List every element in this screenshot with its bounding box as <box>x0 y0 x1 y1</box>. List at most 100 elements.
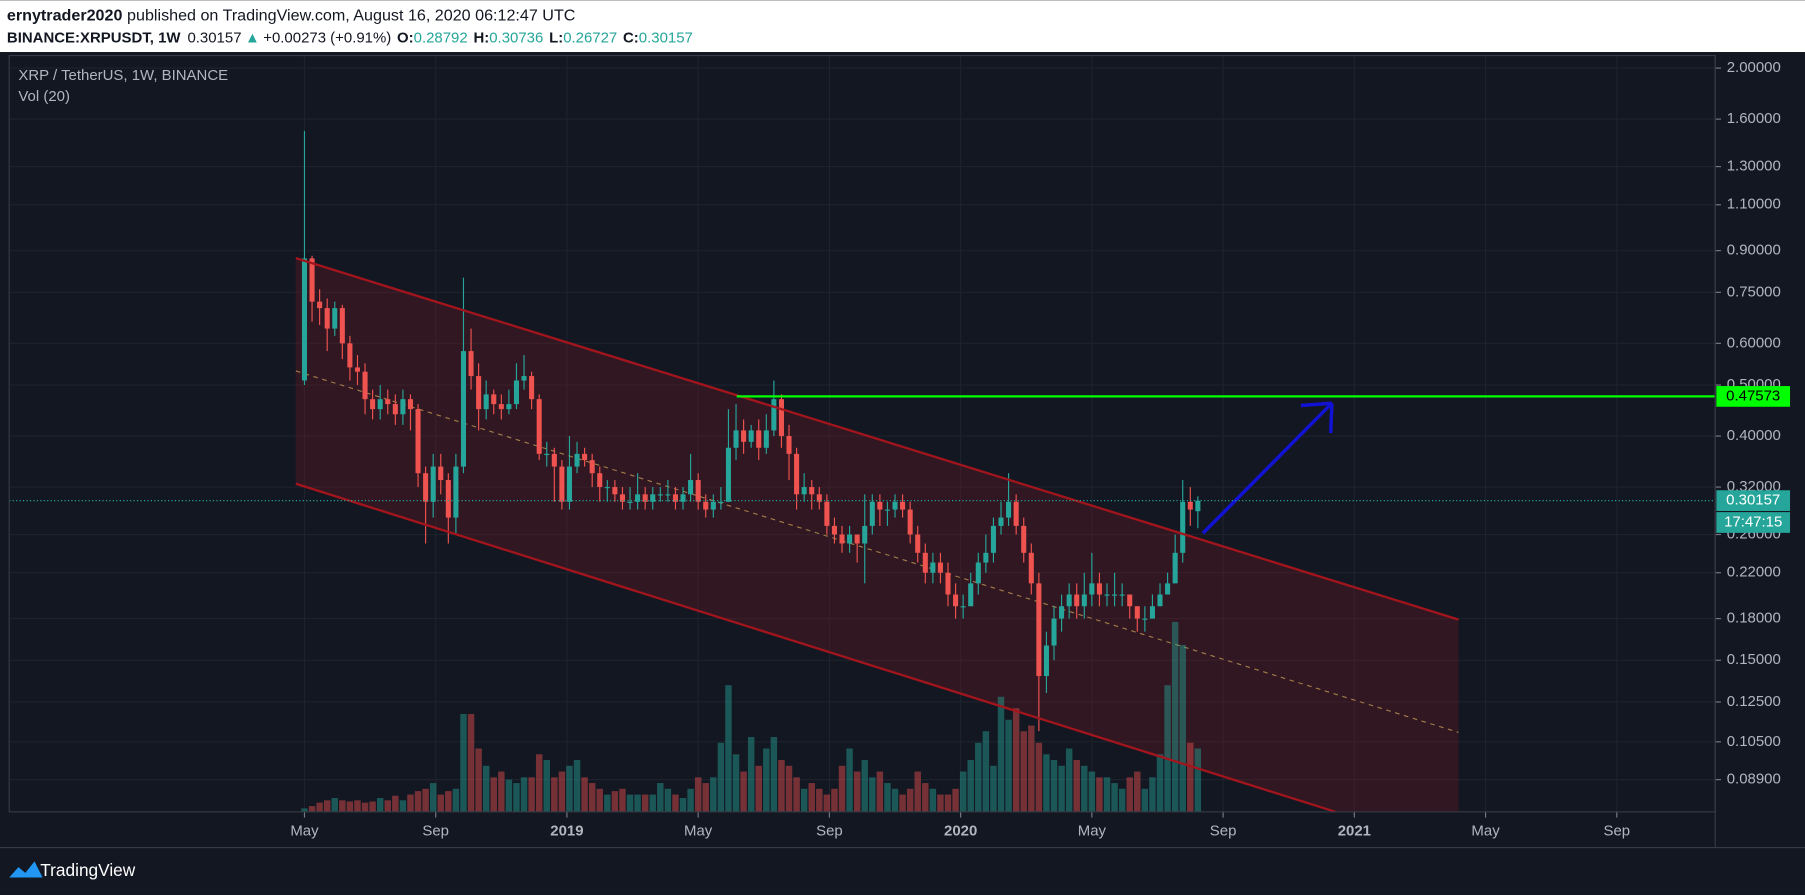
volume-bar <box>1050 760 1058 812</box>
volume-bar <box>944 794 952 812</box>
y-tick-label: 1.10000 <box>1727 196 1781 213</box>
candle-body <box>1028 552 1034 584</box>
candle-body <box>763 430 769 448</box>
volume-bar <box>816 788 823 812</box>
candle-body <box>778 399 784 437</box>
volume-bar <box>657 783 664 812</box>
y-tick-label: 2.00000 <box>1727 59 1781 76</box>
candle-body <box>407 399 414 410</box>
x-tick-label: 2020 <box>944 822 977 839</box>
volume-bar <box>376 798 384 812</box>
chart-title: XRP / TetherUS, 1W, BINANCE <box>18 67 228 84</box>
volume-bar <box>914 771 921 812</box>
candle-body <box>566 466 572 502</box>
volume-bar <box>596 788 603 812</box>
candle-body <box>877 501 883 510</box>
x-tick-label: 2019 <box>550 822 583 839</box>
volume-bar <box>1179 644 1186 812</box>
countdown: 17:47:15 <box>1724 513 1782 530</box>
volume-bar <box>558 771 566 812</box>
candle-body <box>612 487 618 495</box>
candle-body <box>953 594 959 607</box>
candle-body <box>589 460 595 474</box>
candle-body <box>1021 525 1027 553</box>
volume-bar <box>831 788 838 812</box>
candle-body <box>582 453 588 461</box>
channel-midline <box>295 370 1459 733</box>
volume-bar <box>1081 765 1088 812</box>
candle-body <box>816 494 822 502</box>
ohlc-label: H: <box>473 29 489 46</box>
volume-bar <box>498 771 505 812</box>
candle-body <box>1013 501 1019 526</box>
candle-body <box>937 562 943 573</box>
candle-body <box>862 525 868 544</box>
volume-bar <box>717 742 725 812</box>
volume-bar <box>1149 777 1156 812</box>
volume-bar <box>475 748 482 812</box>
candle-body <box>574 453 580 467</box>
candle-body <box>362 371 368 400</box>
candle-body <box>794 453 800 495</box>
candle-body <box>892 501 898 510</box>
volume-bar <box>1012 708 1020 812</box>
ohlc-value: 0.28792 <box>414 29 468 46</box>
y-tick-label: 0.75000 <box>1727 283 1781 300</box>
change: +0.00273 (+0.91%) <box>263 29 391 46</box>
volume-bar <box>838 765 846 812</box>
level-label-box <box>1716 386 1791 407</box>
candle-body <box>884 509 890 511</box>
volume-bar <box>982 731 990 812</box>
candle-body <box>680 494 686 502</box>
candle-body <box>1165 583 1171 595</box>
volume-bar <box>384 800 391 812</box>
volume-bar <box>429 783 437 812</box>
candle-body <box>718 501 724 503</box>
candle-body <box>498 404 504 410</box>
candle-body <box>725 447 731 502</box>
candle-body <box>1157 594 1163 607</box>
candle-body <box>1066 594 1072 607</box>
candle-body <box>1043 645 1049 677</box>
volume-bar <box>800 788 808 812</box>
candle-body <box>990 525 996 553</box>
candle-body <box>415 409 421 474</box>
ohlc-label: L: <box>549 29 563 46</box>
candle-body <box>922 552 928 573</box>
drawings <box>295 257 1459 813</box>
volume-bar <box>679 798 687 812</box>
volume-bar <box>1005 719 1012 812</box>
candle-body <box>468 351 474 377</box>
candle-body <box>445 480 451 518</box>
candle-body <box>907 509 913 535</box>
volume-bar <box>846 748 853 812</box>
volume-bar <box>505 779 513 812</box>
candle-body <box>354 367 361 372</box>
y-tick-label: 1.30000 <box>1727 158 1781 175</box>
volume-bar <box>308 806 316 812</box>
volume-bar <box>1035 742 1043 812</box>
volume-bar <box>1141 788 1149 812</box>
candle-body <box>483 394 489 410</box>
candle-body <box>847 534 853 544</box>
candle-body <box>900 501 906 510</box>
volume-bar <box>1164 685 1171 812</box>
x-tick-label: 2021 <box>1338 822 1371 839</box>
price-label: 0.30157 <box>1726 492 1780 509</box>
brand: TradingView <box>40 860 135 880</box>
price-label-box <box>1716 490 1791 511</box>
volume-bar <box>891 788 899 812</box>
y-tick-label: 0.08900 <box>1727 771 1781 788</box>
candle-body <box>710 501 716 510</box>
volume-bar <box>407 794 414 812</box>
candle-body <box>430 466 436 502</box>
volume-bar <box>535 754 543 812</box>
countdown-box <box>1716 512 1791 533</box>
volume-bar <box>906 788 914 812</box>
volume-bar <box>770 737 778 812</box>
candle-body <box>317 301 323 309</box>
volume-bar <box>899 794 906 812</box>
volume-bar <box>482 765 490 812</box>
symbol-line: BINANCE:XRPUSDT, 1W 0.30157 ▲ +0.00273 (+0.… <box>7 29 693 46</box>
candle-body <box>627 501 633 503</box>
